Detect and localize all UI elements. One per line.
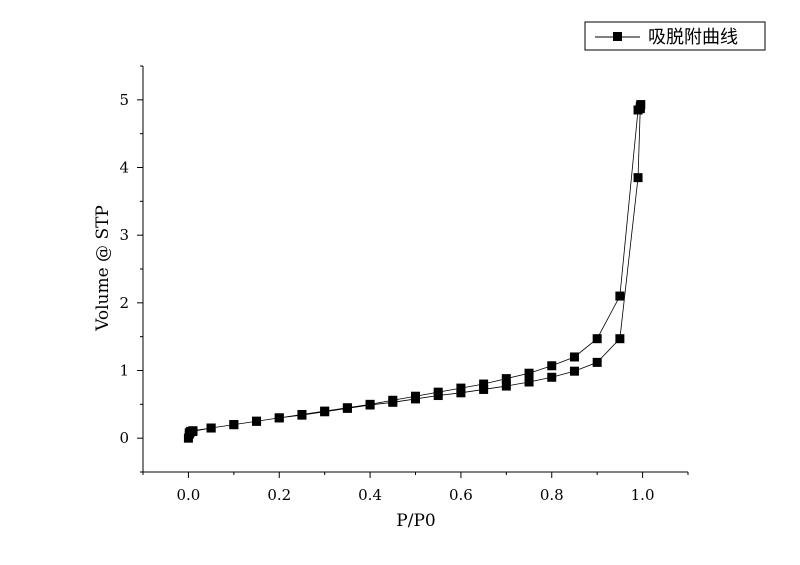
data-point (592, 334, 602, 344)
x-tick-label: 0.4 (358, 486, 382, 504)
data-point (524, 368, 534, 378)
plot-area (183, 100, 646, 443)
data-point (615, 291, 625, 301)
axes: 0.0 0.2 0.4 0.6 0.8 1.0 0 1 2 3 4 5 (119, 65, 689, 504)
data-point (501, 381, 511, 391)
data-point (592, 357, 602, 367)
data-point (456, 388, 466, 398)
data-point (342, 403, 352, 413)
legend-marker-square (613, 32, 622, 41)
data-point (524, 377, 534, 387)
data-point (184, 428, 194, 438)
data-point (479, 379, 489, 389)
y-tick-label: 4 (119, 159, 129, 177)
data-point (433, 387, 443, 397)
x-tick-label: 1.0 (631, 486, 655, 504)
data-point (547, 372, 557, 382)
y-tick-label: 3 (119, 226, 129, 244)
data-point (633, 173, 643, 183)
data-point (320, 406, 330, 416)
x-tick-label: 0.0 (176, 486, 200, 504)
x-tick-label: 0.8 (540, 486, 564, 504)
y-tick-label: 0 (119, 429, 129, 447)
data-point (297, 409, 307, 419)
y-tick-label: 2 (119, 294, 129, 312)
series-line (188, 104, 642, 439)
data-point (206, 423, 216, 433)
data-point (252, 416, 262, 426)
data-point (501, 374, 511, 384)
y-tick-label: 5 (119, 91, 129, 109)
data-point (388, 395, 398, 405)
legend: 吸脱附曲线 (584, 21, 766, 51)
y-tick-label: 1 (119, 362, 129, 380)
data-point (479, 384, 489, 394)
data-point (456, 383, 466, 393)
x-tick-label: 0.6 (449, 486, 473, 504)
data-point (274, 413, 284, 423)
data-point (411, 391, 420, 401)
data-point (569, 366, 579, 376)
data-point (569, 352, 579, 362)
y-axis-title: Volume @ STP (93, 205, 113, 332)
data-point (615, 334, 625, 344)
data-point (547, 361, 557, 371)
x-axis-title: P/P0 (396, 511, 435, 531)
data-point (229, 420, 239, 430)
x-tick-label: 0.2 (267, 486, 291, 504)
data-point (365, 399, 375, 409)
data-point (633, 105, 643, 115)
legend-label: 吸脱附曲线 (648, 27, 738, 48)
